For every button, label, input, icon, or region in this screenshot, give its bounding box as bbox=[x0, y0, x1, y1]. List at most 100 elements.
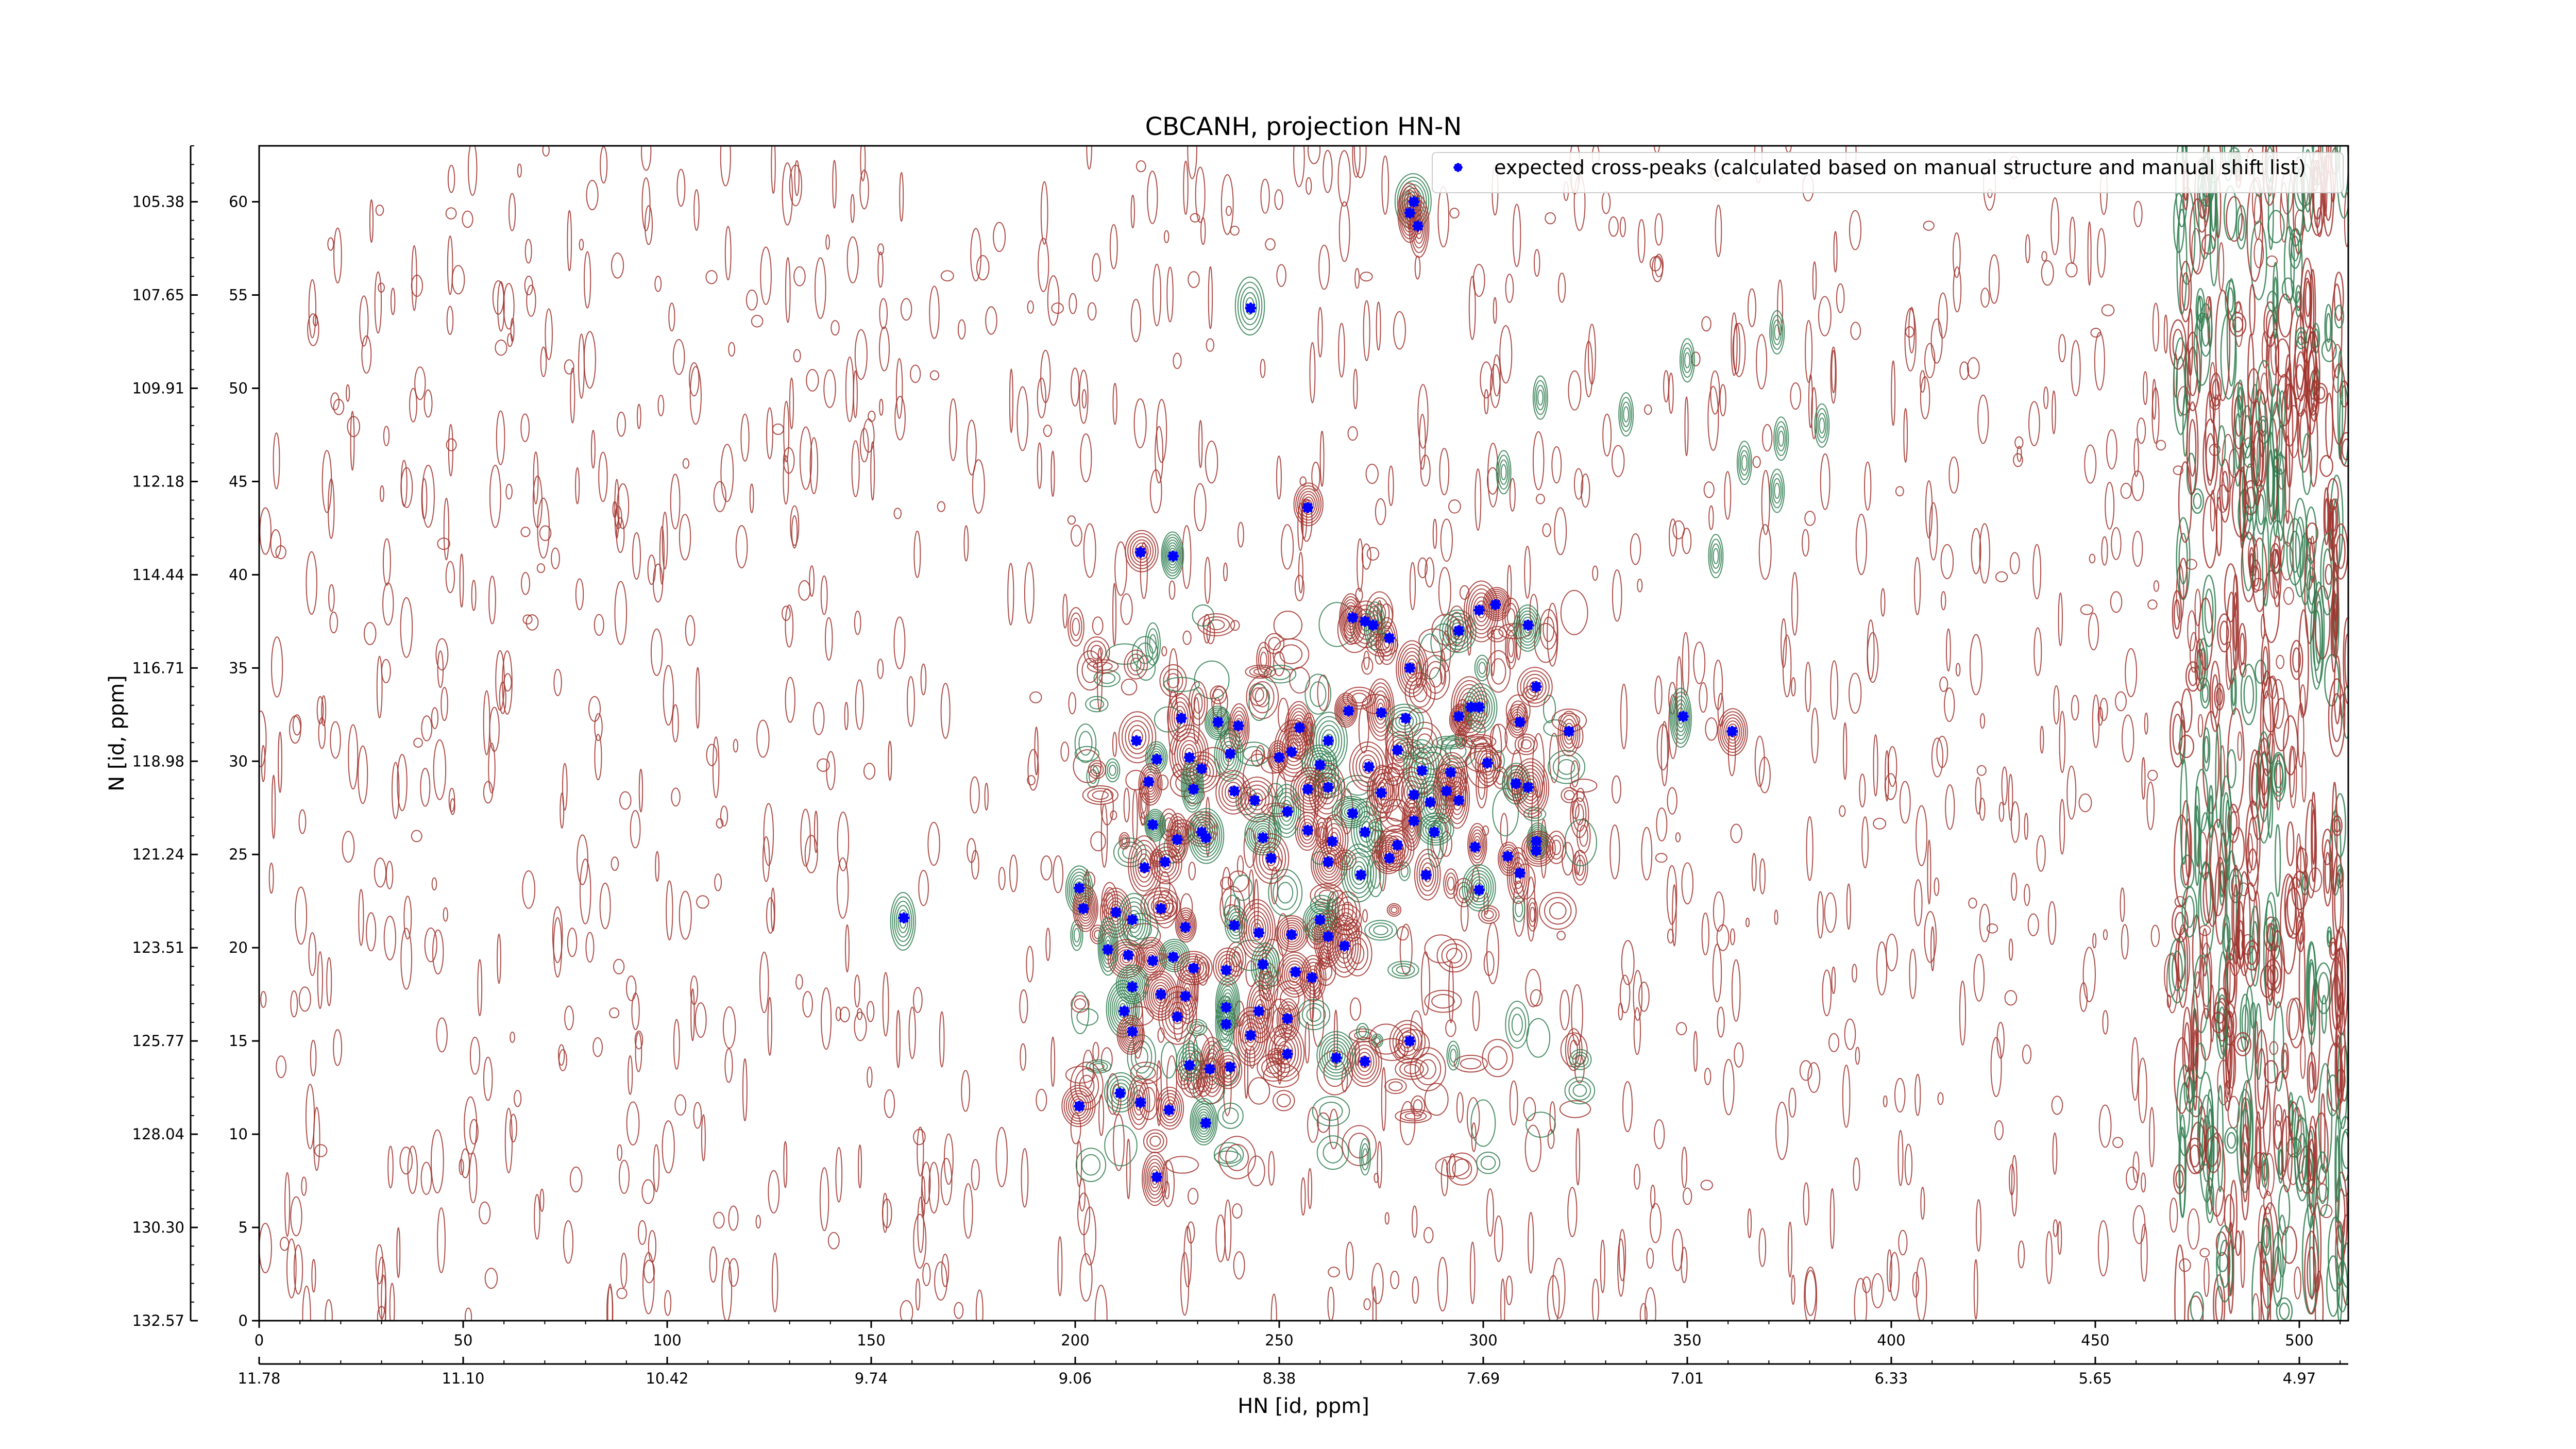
contour-ring bbox=[1487, 593, 1506, 616]
contour-ring bbox=[508, 193, 516, 231]
contour-ring bbox=[2226, 592, 2237, 685]
contour-ring bbox=[495, 340, 507, 356]
contour-ring bbox=[469, 1119, 479, 1145]
contour-ring bbox=[1487, 1046, 1508, 1070]
contour-ring bbox=[1073, 749, 1102, 783]
contour-ring bbox=[1276, 791, 1297, 830]
contour-ring bbox=[1329, 919, 1359, 973]
contour-ring bbox=[893, 508, 902, 519]
x-axis-index: 0 50 100 150 200 250 300 350 400 450 500 bbox=[255, 1321, 2341, 1349]
contour-ring bbox=[1352, 746, 1384, 787]
contour-ring bbox=[2065, 262, 2078, 278]
contour-ring bbox=[1534, 380, 1547, 415]
contour-ring bbox=[1448, 1044, 1459, 1067]
contour-ring bbox=[575, 467, 580, 504]
contour-ring bbox=[1009, 368, 1013, 433]
contour-ring bbox=[1402, 651, 1422, 686]
contour-ring bbox=[569, 1166, 583, 1192]
contour-ring bbox=[1390, 738, 1410, 767]
contour-ring bbox=[832, 160, 837, 209]
contour-ring bbox=[1092, 253, 1101, 282]
contour-ring bbox=[407, 1145, 418, 1194]
contour-ring bbox=[2004, 990, 2018, 1006]
contour-ring bbox=[1397, 1029, 1430, 1059]
contour-ring bbox=[2092, 694, 2100, 748]
contour-ring bbox=[358, 889, 364, 946]
cross-peak-marker bbox=[1167, 550, 1179, 562]
cross-peak-marker bbox=[1249, 795, 1261, 806]
contour-ring bbox=[2178, 558, 2188, 599]
contour-ring bbox=[1260, 359, 1266, 378]
contour-ring bbox=[1672, 884, 1677, 947]
contour-ring bbox=[400, 928, 413, 990]
contour-ring bbox=[310, 1039, 317, 1076]
contour-ring bbox=[1485, 591, 1508, 617]
contour-ring bbox=[2289, 746, 2297, 808]
contour-ring bbox=[1089, 699, 1105, 710]
contour-ring bbox=[1344, 848, 1375, 898]
contour-ring bbox=[1080, 433, 1092, 483]
contour-ring bbox=[2053, 1219, 2058, 1237]
contour-ring bbox=[1710, 370, 1720, 415]
contour-ring bbox=[2122, 714, 2134, 763]
contour-ring bbox=[2267, 449, 2274, 508]
contour-ring bbox=[1318, 724, 1340, 757]
contour-ring bbox=[464, 1307, 472, 1321]
contour-ring bbox=[1353, 146, 1367, 178]
contour-ring bbox=[1354, 268, 1360, 289]
contour-ring bbox=[837, 812, 850, 872]
contour-ring bbox=[1560, 589, 1588, 635]
contour-ring bbox=[2195, 805, 2200, 867]
contour-ring bbox=[659, 526, 665, 585]
x-tick-label: 0 bbox=[255, 1332, 264, 1349]
x-axis-ppm: 11.78 11.10 10.42 9.74 9.06 8.38 7.69 7.01 6.33 5… bbox=[238, 1357, 2348, 1387]
contour-ring bbox=[381, 659, 391, 683]
contour-ring bbox=[1666, 865, 1677, 925]
cross-peak-marker bbox=[1257, 832, 1269, 844]
y-axis-ppm: 132.57130.30128.04125.77123.51121.24118.… bbox=[132, 145, 198, 1329]
contour-ring bbox=[1252, 823, 1274, 846]
contour-ring bbox=[1318, 244, 1330, 290]
contour-ring bbox=[1255, 949, 1276, 983]
cross-peak-marker bbox=[1408, 815, 1420, 827]
contour-ring bbox=[542, 146, 550, 157]
contour-ring bbox=[1377, 841, 1400, 868]
contour-ring bbox=[1179, 914, 1193, 936]
contour-ring bbox=[308, 932, 317, 976]
contour-ring bbox=[893, 616, 906, 669]
contour-ring bbox=[943, 1133, 954, 1185]
contour-ring bbox=[1203, 614, 1211, 644]
contour-ring bbox=[1079, 1253, 1093, 1302]
contour-ring bbox=[1125, 720, 1150, 754]
contour-ring bbox=[2291, 870, 2309, 911]
contour-ring bbox=[1440, 518, 1453, 562]
contour-ring bbox=[1397, 182, 1422, 243]
contour-ring bbox=[1849, 210, 1862, 250]
contour-ring bbox=[2224, 1080, 2231, 1111]
contour-ring bbox=[1517, 667, 1553, 707]
contour-ring bbox=[1693, 642, 1706, 684]
contour-ring bbox=[397, 754, 408, 812]
contour-ring bbox=[917, 1126, 924, 1177]
ppm-x-tick-label: 8.38 bbox=[1263, 1370, 1296, 1387]
contour-ring bbox=[913, 1128, 926, 1145]
y-tick-label: 0 bbox=[239, 1312, 248, 1329]
contour-ring bbox=[2175, 356, 2186, 417]
contour-ring bbox=[1358, 1026, 1367, 1037]
contour-ring bbox=[520, 527, 531, 537]
contour-ring bbox=[1967, 357, 1980, 379]
contour-ring bbox=[1123, 787, 1130, 823]
contour-ring bbox=[2180, 688, 2193, 733]
contour-ring bbox=[316, 696, 324, 724]
contour-ring bbox=[1301, 1003, 1326, 1026]
contour-ring bbox=[1669, 687, 1692, 748]
contour-ring bbox=[1919, 370, 1926, 393]
contour-ring bbox=[2279, 1302, 2290, 1320]
contour-ring bbox=[1505, 1001, 1530, 1049]
contour-ring bbox=[1791, 677, 1796, 697]
contour-ring bbox=[1158, 853, 1174, 874]
contour-ring bbox=[2052, 390, 2056, 434]
contour-ring bbox=[2334, 929, 2344, 1029]
contour-ring bbox=[2263, 1224, 2270, 1249]
contour-ring bbox=[1232, 874, 1253, 901]
